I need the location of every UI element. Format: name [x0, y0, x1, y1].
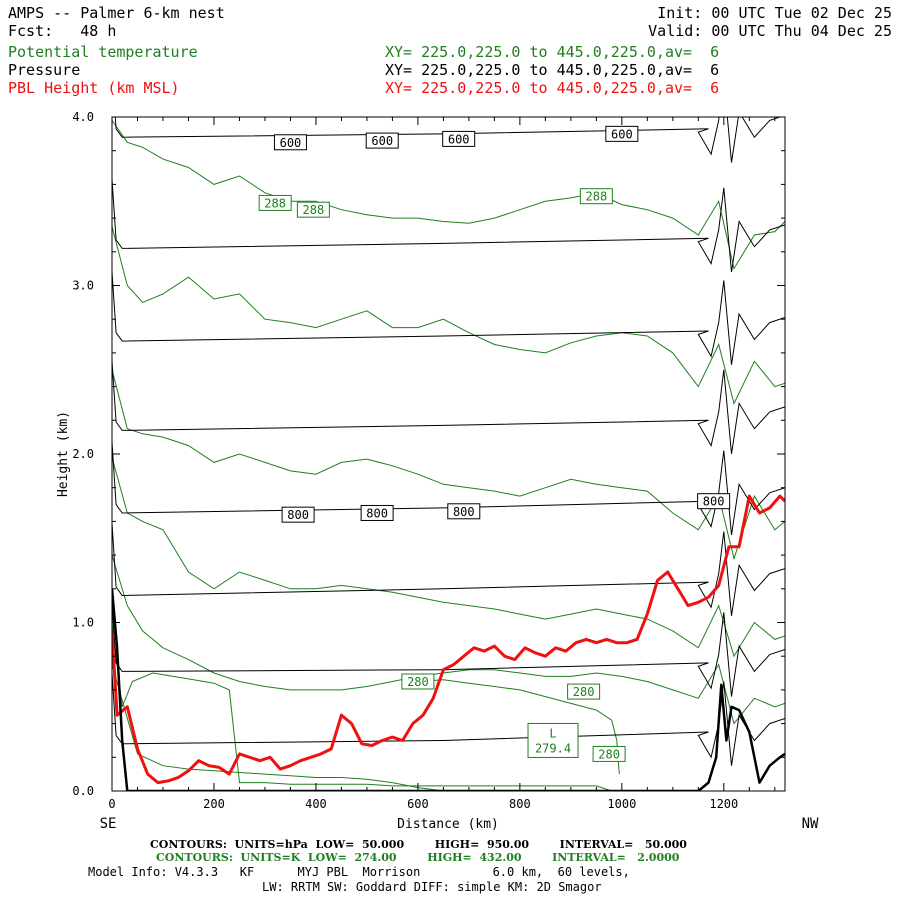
pressure-label-1: 600 [371, 134, 393, 148]
theta-label-2-box [579, 188, 613, 205]
pbl-height-line [112, 494, 785, 785]
theta-line-2 [112, 369, 785, 561]
theta-label-4: 280 [573, 685, 595, 699]
pressure-label-4: 800 [287, 508, 309, 522]
theta-line-0 [112, 120, 785, 270]
legend-pressure-xy: XY= 225.0,225.0 to 445.0,225.0,av= 6 [385, 61, 720, 79]
theta-label-4-box [567, 683, 601, 700]
theta-label-5-box [592, 745, 626, 762]
x-tick-label-4: 800 [509, 797, 531, 811]
plot-frame [111, 116, 786, 792]
y-tick-label-4: 4.0 [72, 110, 94, 124]
theta-label-3: 280 [407, 675, 429, 689]
theta-isentropes [112, 120, 785, 791]
x-tick-label-0: 0 [108, 797, 115, 811]
y-tick-label-1: 1.0 [72, 616, 94, 630]
isobar-850 [112, 523, 785, 616]
theta-line-3 [112, 457, 785, 658]
contours-theta: CONTOURS: UNITS=K LOW= 274.00 HIGH= 432.… [156, 851, 680, 864]
isobar-800 [112, 442, 785, 535]
pressure-label-7-box [697, 493, 731, 510]
legend-pbl-name: PBL Height (km MSL) [8, 79, 180, 97]
theta-line-6 [417, 679, 620, 775]
y-tick-label-3: 3.0 [72, 279, 94, 293]
pressure-label-2: 600 [448, 132, 470, 146]
theta-label-1: 288 [303, 203, 325, 217]
y-axis-label: Height (km) [56, 411, 71, 497]
init-time: Init: 00 UTC Tue 02 Dec 25 [657, 4, 892, 22]
isobar-600 [114, 117, 782, 163]
forecast-hour: Fcst: 48 h [8, 22, 117, 40]
pressure-label-6-box [447, 503, 481, 520]
low-marker-box [527, 722, 579, 758]
pressure-label-1-box [365, 132, 399, 149]
legend-theta-name: Potential temperature [8, 43, 198, 61]
pressure-label-0-box [273, 134, 307, 151]
x-tick-label-2: 400 [305, 797, 327, 811]
model-info: Model Info: V4.3.3 KF MYJ PBL Morrison 6… [88, 865, 630, 879]
x-axis-label: Distance (km) [397, 817, 499, 832]
pressure-isobars [112, 117, 785, 766]
theta-label-0: 288 [264, 196, 286, 210]
low-marker-symbol: L [549, 726, 556, 740]
chart-title: AMPS -- Palmer 6-km nest [8, 4, 225, 22]
model-info-2: LW: RRTM SW: Goddard DIFF: simple KM: 2D… [262, 880, 602, 894]
right-end-label: NW [802, 816, 819, 832]
isobar-700 [112, 271, 785, 365]
legend-pressure-name: Pressure [8, 61, 81, 79]
low-marker-value: 279.4 [535, 741, 571, 755]
pressure-label-5: 800 [366, 506, 388, 520]
theta-line-4 [112, 554, 785, 725]
x-tick-label-5: 1000 [607, 797, 636, 811]
pressure-label-3: 600 [611, 127, 633, 141]
x-tick-label-6: 1200 [709, 797, 738, 811]
pressure-label-4-box [281, 506, 315, 523]
x-tick-label-1: 200 [203, 797, 225, 811]
pressure-label-5-box [360, 504, 394, 521]
theta-label-1-box [296, 201, 330, 218]
pressure-label-0: 600 [280, 136, 302, 150]
contours-pressure: CONTOURS: UNITS=hPa LOW= 50.000 HIGH= 95… [150, 838, 687, 851]
theta-line-1 [112, 226, 785, 405]
theta-line-5 [112, 622, 699, 791]
y-tick-label-2: 2.0 [72, 447, 94, 461]
y-tick-label-0: 0.0 [72, 784, 94, 798]
pressure-label-2-box [442, 130, 476, 147]
theta-line-7 [112, 664, 444, 791]
isobar-750 [112, 361, 785, 455]
theta-label-5: 280 [598, 747, 620, 761]
contour-labels: 600 600 600 600 800 800 800 800 288 288 288 280 280 2… [258, 125, 731, 762]
pressure-label-6: 800 [453, 505, 475, 519]
isobar-950 [112, 672, 785, 766]
legend-theta-xy: XY= 225.0,225.0 to 445.0,225.0,av= 6 [385, 43, 720, 61]
isobar-900 [112, 603, 785, 697]
data-series [112, 494, 785, 791]
theta-label-2: 288 [586, 190, 608, 204]
cross-section-chart: 600 600 600 600 800 800 800 800 288 288 288 280 280 2… [56, 110, 819, 832]
axes: 0.0 1.0 2.0 3.0 4.0 0 200 400 600 800 1000 1200 SE NW… [56, 110, 819, 832]
legend-pbl-xy: XY= 225.0,225.0 to 445.0,225.0,av= 6 [385, 79, 720, 97]
x-tick-label-3: 600 [407, 797, 429, 811]
theta-label-0-box [258, 194, 292, 211]
theta-label-3-box [401, 673, 435, 690]
valid-time: Valid: 00 UTC Thu 04 Dec 25 [648, 22, 892, 40]
pressure-label-7: 800 [703, 495, 725, 509]
isobar-650 [112, 179, 785, 273]
surface-pressure-line [112, 588, 785, 791]
pressure-label-3-box [605, 125, 639, 142]
left-end-label: SE [100, 816, 117, 832]
